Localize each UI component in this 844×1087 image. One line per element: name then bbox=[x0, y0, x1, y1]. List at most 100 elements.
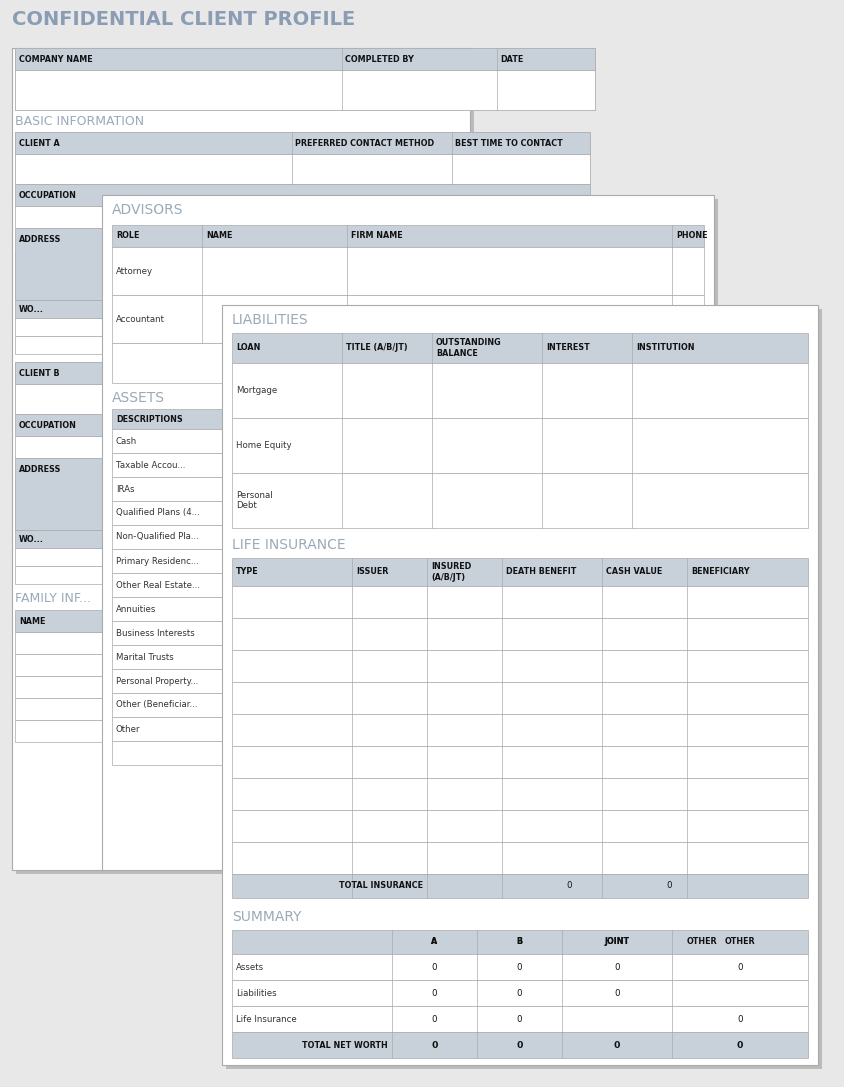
Bar bbox=[15, 362, 115, 414]
Bar bbox=[15, 414, 115, 436]
Bar bbox=[112, 694, 297, 717]
Text: BEST TIME TO CONTACT: BEST TIME TO CONTACT bbox=[455, 138, 563, 148]
Bar bbox=[232, 810, 808, 842]
Bar bbox=[15, 610, 115, 632]
Text: PHONE: PHONE bbox=[676, 232, 707, 240]
Text: DATE: DATE bbox=[500, 54, 523, 63]
Bar bbox=[232, 930, 808, 954]
Bar bbox=[232, 333, 808, 363]
Bar bbox=[15, 362, 115, 384]
Bar bbox=[112, 525, 297, 549]
Bar bbox=[15, 132, 590, 154]
Bar bbox=[15, 720, 115, 742]
Bar bbox=[15, 505, 115, 530]
Text: LIABILITIES: LIABILITIES bbox=[232, 313, 309, 327]
Bar bbox=[112, 549, 297, 573]
Bar bbox=[112, 477, 297, 501]
Text: B: B bbox=[517, 937, 522, 947]
Bar bbox=[112, 429, 297, 453]
Text: INSTITUTION: INSTITUTION bbox=[636, 343, 695, 352]
Text: Annuities: Annuities bbox=[116, 604, 156, 613]
Text: Assets: Assets bbox=[236, 962, 264, 972]
Text: 0: 0 bbox=[738, 962, 743, 972]
Text: Taxable Accou...: Taxable Accou... bbox=[116, 461, 186, 470]
Text: TOTAL INSURANCE: TOTAL INSURANCE bbox=[339, 882, 423, 890]
Bar bbox=[232, 746, 808, 778]
Text: Other (Beneficiar...: Other (Beneficiar... bbox=[116, 700, 197, 710]
Bar bbox=[15, 698, 115, 720]
Bar bbox=[232, 586, 808, 619]
Bar bbox=[15, 228, 115, 300]
Text: Other Real Estate...: Other Real Estate... bbox=[116, 580, 200, 589]
Text: Marital Trusts: Marital Trusts bbox=[116, 652, 174, 662]
Text: JOINT: JOINT bbox=[604, 937, 630, 947]
Text: DESCRIPTIONS: DESCRIPTIONS bbox=[116, 414, 183, 424]
Text: 0: 0 bbox=[566, 882, 572, 890]
Text: Cash: Cash bbox=[116, 437, 138, 446]
Text: 0: 0 bbox=[432, 988, 437, 998]
Bar bbox=[232, 558, 808, 586]
Bar bbox=[232, 363, 808, 418]
Text: COMPLETED BY: COMPLETED BY bbox=[345, 54, 414, 63]
Bar bbox=[232, 1032, 808, 1058]
Bar bbox=[15, 207, 590, 228]
Text: 0: 0 bbox=[517, 1014, 522, 1024]
Text: CLIENT A: CLIENT A bbox=[19, 138, 60, 148]
Bar bbox=[15, 318, 115, 336]
Bar bbox=[15, 548, 115, 566]
Text: Personal Property...: Personal Property... bbox=[116, 676, 198, 686]
Bar bbox=[232, 473, 808, 528]
Text: LIFE INSURANCE: LIFE INSURANCE bbox=[232, 538, 346, 552]
Text: Attorney: Attorney bbox=[116, 266, 153, 275]
Bar bbox=[112, 597, 297, 621]
Bar bbox=[15, 632, 115, 654]
Bar bbox=[112, 225, 704, 247]
Text: SUMMARY: SUMMARY bbox=[232, 910, 301, 924]
Text: OTHER: OTHER bbox=[725, 937, 755, 947]
Bar bbox=[15, 530, 115, 548]
Text: TITLE (A/B/JT): TITLE (A/B/JT) bbox=[346, 343, 408, 352]
Text: COMPANY NAME: COMPANY NAME bbox=[19, 54, 93, 63]
Text: OCCUPATION: OCCUPATION bbox=[19, 190, 77, 200]
Text: 0: 0 bbox=[614, 962, 619, 972]
Text: IRAs: IRAs bbox=[116, 485, 134, 493]
Text: ROLE: ROLE bbox=[116, 232, 139, 240]
Text: 0: 0 bbox=[614, 988, 619, 998]
Bar bbox=[112, 453, 297, 477]
Text: ADDRESS: ADDRESS bbox=[19, 464, 62, 474]
Text: ADVISORS: ADVISORS bbox=[112, 203, 183, 217]
Bar bbox=[112, 621, 297, 645]
Bar bbox=[102, 195, 714, 870]
Bar bbox=[15, 480, 115, 505]
Bar bbox=[112, 741, 297, 765]
Bar bbox=[15, 70, 595, 110]
Text: WO...: WO... bbox=[19, 535, 44, 544]
Text: Personal
Debt: Personal Debt bbox=[236, 491, 273, 510]
Bar bbox=[232, 1005, 808, 1032]
Bar bbox=[15, 300, 115, 318]
Bar bbox=[112, 247, 704, 295]
Text: CONFIDENTIAL CLIENT PROFILE: CONFIDENTIAL CLIENT PROFILE bbox=[12, 10, 355, 29]
Text: 0: 0 bbox=[737, 1040, 744, 1050]
Bar bbox=[112, 669, 297, 694]
Bar bbox=[232, 980, 808, 1005]
Bar bbox=[232, 842, 808, 874]
Text: LOAN: LOAN bbox=[236, 343, 261, 352]
Bar bbox=[106, 199, 718, 874]
Bar bbox=[15, 275, 115, 300]
Bar bbox=[15, 436, 115, 458]
Text: DEATH BENEFIT: DEATH BENEFIT bbox=[506, 567, 576, 576]
Text: Other: Other bbox=[116, 725, 140, 734]
Text: Qualified Plans (4...: Qualified Plans (4... bbox=[116, 509, 200, 517]
Bar bbox=[112, 295, 704, 343]
Text: WO...: WO... bbox=[19, 304, 44, 313]
Bar bbox=[112, 717, 297, 741]
Text: Life Insurance: Life Insurance bbox=[236, 1014, 297, 1024]
Bar bbox=[15, 458, 115, 530]
Text: NAME: NAME bbox=[206, 232, 232, 240]
Text: 0: 0 bbox=[517, 1040, 522, 1050]
Text: ISSUER: ISSUER bbox=[356, 567, 388, 576]
Bar bbox=[15, 336, 115, 354]
Bar bbox=[112, 343, 704, 383]
Text: FAMILY INF...: FAMILY INF... bbox=[15, 592, 91, 605]
